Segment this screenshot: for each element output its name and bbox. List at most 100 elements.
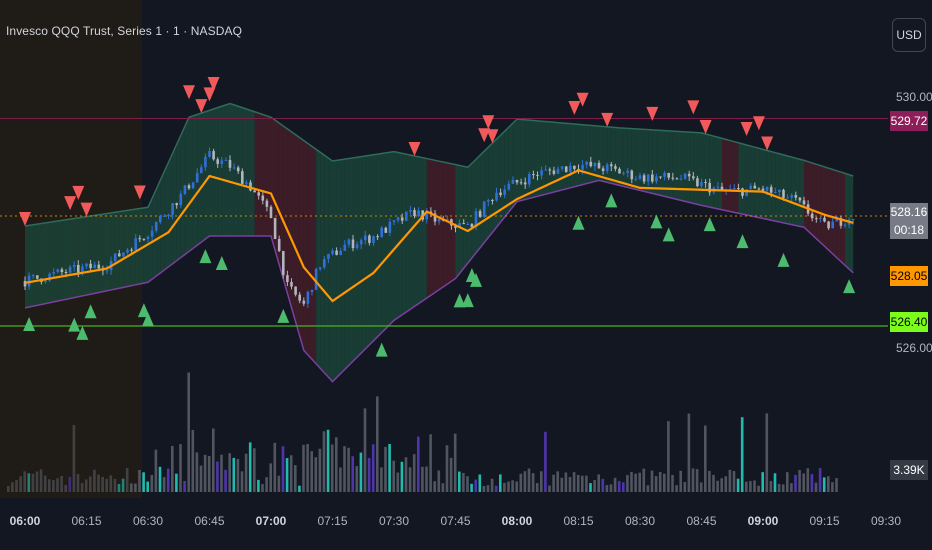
band-segment (353, 157, 358, 362)
candle-body (495, 192, 498, 201)
time-tick-label: 08:15 (563, 514, 594, 528)
volume-bar (499, 474, 502, 492)
candle-body (823, 217, 826, 222)
band-segment (348, 157, 353, 366)
volume-bar (749, 481, 752, 492)
volume-bar (802, 473, 805, 492)
candle-body (224, 160, 228, 162)
buy-signal-marker (76, 325, 89, 340)
volume-bar (154, 449, 158, 492)
band-segment (74, 217, 79, 298)
candle-body (384, 227, 388, 233)
band-segment (664, 130, 669, 198)
volume-bar (654, 476, 658, 492)
candle-body (720, 186, 724, 191)
volume-bar (199, 465, 203, 492)
candle-body (470, 224, 474, 228)
band-segment (824, 166, 829, 251)
volume-bar (310, 451, 313, 492)
volume-bar (634, 473, 637, 492)
candle-body (843, 224, 847, 226)
band-segment (70, 218, 75, 299)
band-segment (471, 159, 476, 258)
volume-bar (232, 457, 236, 492)
time-tick-label: 08:00 (501, 514, 533, 528)
band-segment (361, 156, 366, 354)
volume-bar (339, 467, 342, 492)
candle-body (556, 168, 560, 174)
candle-body (64, 272, 68, 274)
band-segment (111, 212, 116, 290)
band-segment (344, 158, 349, 370)
band-segment (681, 131, 686, 202)
band-segment (369, 154, 374, 345)
band-segment (611, 127, 616, 185)
sell-signal-marker (183, 85, 195, 100)
volume-bar (581, 475, 584, 492)
volume-bar (68, 476, 72, 492)
volume-bar (359, 452, 363, 492)
band-segment (312, 146, 317, 364)
candle-body (687, 173, 691, 177)
band-segment (78, 217, 83, 297)
candle-body (523, 182, 527, 185)
band-segment (332, 160, 337, 382)
candle-body (208, 151, 211, 158)
symbol-title[interactable]: Invesco QQQ Trust, Series 1 · 1 · NASDAQ (6, 24, 243, 38)
buy-signal-marker (605, 193, 618, 208)
volume-bar (322, 431, 326, 492)
candle-body (249, 182, 252, 191)
buy-signal-marker (703, 217, 716, 232)
volume-bar (667, 421, 670, 492)
volume-bar (376, 396, 379, 492)
currency-button[interactable]: USD (892, 18, 926, 52)
volume-bar (708, 470, 711, 492)
candle-body (482, 201, 486, 217)
band-segment (832, 169, 837, 258)
buy-signal-marker (461, 293, 474, 308)
band-segment (221, 104, 226, 236)
candle-body (778, 189, 781, 193)
candle-body (343, 244, 347, 251)
candle-body (827, 221, 830, 229)
volume-bar (831, 482, 834, 492)
buy-signal-marker (453, 293, 466, 308)
volume-bar (273, 442, 277, 492)
sell-signal-marker (408, 141, 421, 156)
candle-body (765, 187, 769, 191)
band-segment (299, 137, 304, 351)
band-segment (742, 143, 747, 215)
band-segment (529, 120, 534, 199)
band-segment (533, 120, 538, 198)
sell-signal-marker (19, 212, 31, 226)
band-segment (430, 159, 435, 296)
band-segment (615, 127, 620, 186)
candle-body (560, 166, 564, 169)
candle-body (798, 197, 802, 201)
band-segment (381, 152, 386, 333)
candle-body (146, 236, 150, 240)
signal-markers (19, 77, 856, 357)
volume-bar (384, 446, 387, 492)
band-segment (594, 125, 599, 182)
volume-bar (687, 413, 691, 492)
band-segment (619, 127, 624, 187)
volume-bar (638, 472, 641, 492)
band-segment (562, 122, 567, 190)
moving-average-line (24, 169, 854, 303)
candle-body (544, 169, 547, 171)
band-segment (242, 107, 247, 236)
volume-bar (712, 474, 715, 492)
band-segment (25, 225, 30, 308)
band-segment (480, 151, 485, 248)
candle-body (569, 165, 572, 172)
candle-body (622, 172, 625, 174)
volume-bar (650, 470, 654, 492)
volume-bar (380, 467, 383, 492)
band-segment (156, 180, 161, 277)
volume-bar (827, 476, 830, 492)
volume-bar (228, 453, 231, 492)
band-segment (578, 124, 583, 186)
volume-bar (150, 474, 154, 492)
